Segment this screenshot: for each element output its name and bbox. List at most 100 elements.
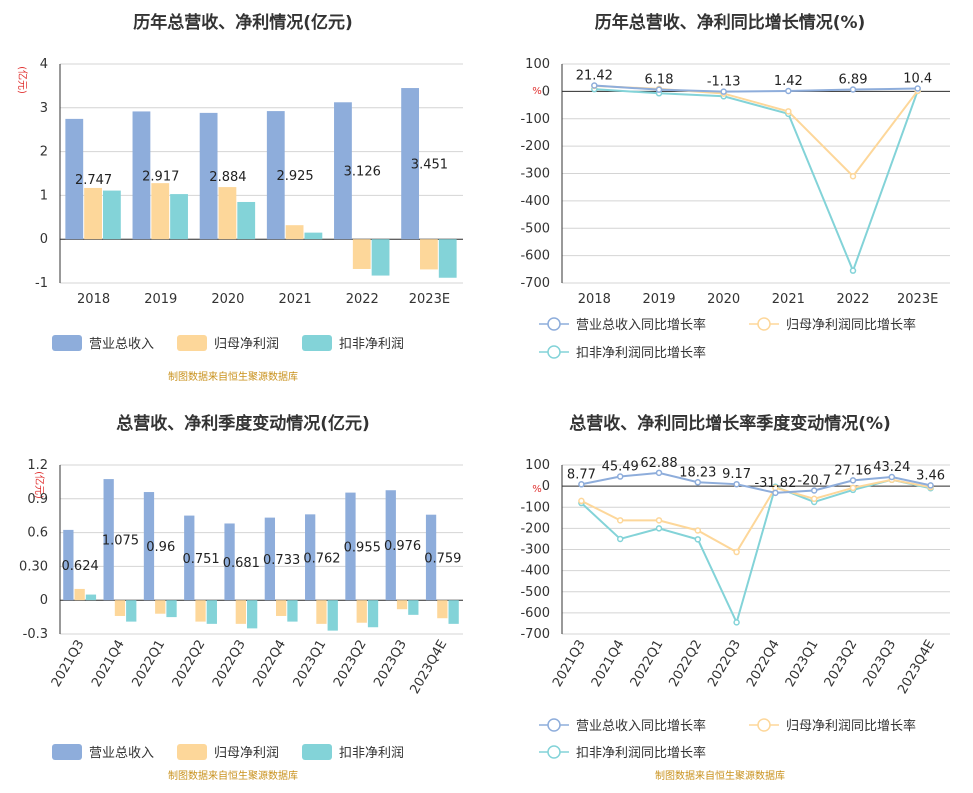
x-tick-label: 2022Q1 xyxy=(129,638,168,690)
data-point xyxy=(733,480,740,488)
data-label: 1.075 xyxy=(102,534,139,549)
legend-label: 扣非净利润同比增长率 xyxy=(576,345,706,361)
x-tick-label: 2019 xyxy=(144,292,177,307)
data-label: 6.89 xyxy=(839,72,868,87)
data-point xyxy=(616,473,624,480)
data-label: 0.976 xyxy=(384,539,421,554)
data-point xyxy=(849,172,857,180)
data-label: 3.126 xyxy=(344,165,381,180)
bar xyxy=(218,187,237,240)
data-point xyxy=(849,86,857,93)
y-tick-label: 0.9 xyxy=(27,492,48,507)
chart-quarterly-growth: 总营收、净利同比增长率季度变动情况(%)% -700 -600 -500 -400 -30… xyxy=(520,413,950,782)
bar xyxy=(266,111,285,240)
data-label: 0.751 xyxy=(182,552,219,567)
legend-label: 营业总收入 xyxy=(89,337,154,352)
data-label: 8.77 xyxy=(567,467,596,482)
x-tick-label: 2021Q4 xyxy=(589,638,628,690)
data-point xyxy=(810,487,818,494)
legend-marker xyxy=(757,317,771,331)
data-point xyxy=(772,489,779,497)
bar xyxy=(396,600,408,610)
bar xyxy=(65,118,84,240)
data-label: 6.18 xyxy=(645,73,674,88)
source-note: 制图数据来自恒生聚源数据库 xyxy=(655,769,785,782)
bar xyxy=(63,529,74,601)
x-tick-label: 2019 xyxy=(642,292,675,307)
bar xyxy=(246,600,258,629)
y-tick-label: -500 xyxy=(520,221,550,236)
legend-marker xyxy=(757,718,771,732)
data-point xyxy=(655,469,663,477)
x-tick-label: 2021 xyxy=(279,292,312,307)
legend-label: 归母净利润 xyxy=(214,337,279,352)
y-tick-label: 3 xyxy=(40,101,48,116)
x-tick-label: 2022Q3 xyxy=(210,638,249,690)
unit-label: (亿元) xyxy=(33,471,46,499)
panel-annual-revenue-profit: 历年总营收、净利情况(亿元) (亿元) -1 0 1 2 3 4 2018 2019 2020 202… xyxy=(0,0,486,396)
data-point xyxy=(888,473,896,481)
bar xyxy=(224,523,235,601)
bar xyxy=(155,600,166,614)
y-tick-label: 1 xyxy=(40,188,48,203)
y-tick-label: -400 xyxy=(520,564,550,579)
series-line xyxy=(594,84,919,178)
data-label: 1.42 xyxy=(774,74,803,89)
x-tick-label: 2022Q1 xyxy=(628,638,667,690)
bar xyxy=(305,514,316,601)
data-point xyxy=(810,495,818,503)
data-label: 45.49 xyxy=(602,460,639,475)
x-tick-label: 2023Q1 xyxy=(291,638,330,690)
data-point xyxy=(655,525,663,532)
y-tick-label: -300 xyxy=(520,167,550,182)
bar xyxy=(114,600,126,616)
y-tick-label: -100 xyxy=(520,500,550,515)
data-point xyxy=(849,267,857,274)
data-point xyxy=(785,87,792,95)
x-tick-label: 2021Q3 xyxy=(49,638,88,690)
x-tick-label: 2021 xyxy=(772,292,805,307)
data-label: 2.884 xyxy=(209,170,246,185)
bar xyxy=(206,600,217,624)
bar xyxy=(334,102,352,240)
data-label: -1.13 xyxy=(707,75,741,90)
y-tick-label: 100 xyxy=(525,458,550,473)
legend-swatch xyxy=(52,335,82,351)
chart-quarterly-revenue-profit: 总营收、净利季度变动情况(亿元) (亿元) -0.3 0 0.30 0.6 0.9 1.2 20… xyxy=(19,413,463,782)
bar xyxy=(85,594,97,601)
data-point xyxy=(785,108,792,115)
bar xyxy=(385,490,396,601)
bar xyxy=(304,232,323,240)
bar xyxy=(287,600,298,622)
bar xyxy=(327,600,338,631)
data-point xyxy=(591,82,598,89)
legend-marker xyxy=(547,718,561,732)
y-tick-label: -600 xyxy=(520,249,550,264)
x-tick-label: 2023E xyxy=(409,292,450,307)
legend-swatch xyxy=(177,335,207,351)
data-label: 18.23 xyxy=(679,465,716,480)
x-tick-label: 2023Q3 xyxy=(860,638,899,690)
data-point xyxy=(849,484,857,492)
data-label: 2.747 xyxy=(75,173,112,188)
bar xyxy=(132,111,151,240)
x-tick-label: 2023E xyxy=(897,292,938,307)
x-tick-label: 2020 xyxy=(211,292,244,307)
bar xyxy=(438,239,457,278)
data-label: 0.624 xyxy=(62,559,99,574)
chart-annual-growth: 历年总营收、净利同比增长情况(%)% -700 -600 -500 -400 -300 -2… xyxy=(520,12,950,361)
y-tick-label: -1 xyxy=(35,276,48,291)
series-line xyxy=(594,88,919,274)
data-label: 2.917 xyxy=(142,169,179,184)
data-point xyxy=(849,477,857,484)
legend-marker xyxy=(547,317,561,331)
bar xyxy=(143,492,155,601)
data-label: 0.955 xyxy=(344,540,381,555)
x-tick-label: 2020 xyxy=(707,292,740,307)
bar xyxy=(84,187,102,240)
legend-label: 归母净利润同比增长率 xyxy=(786,317,916,333)
legend-marker xyxy=(547,745,561,759)
bar xyxy=(285,225,304,240)
data-point xyxy=(720,88,727,95)
y-tick-label: 0 xyxy=(40,593,48,608)
